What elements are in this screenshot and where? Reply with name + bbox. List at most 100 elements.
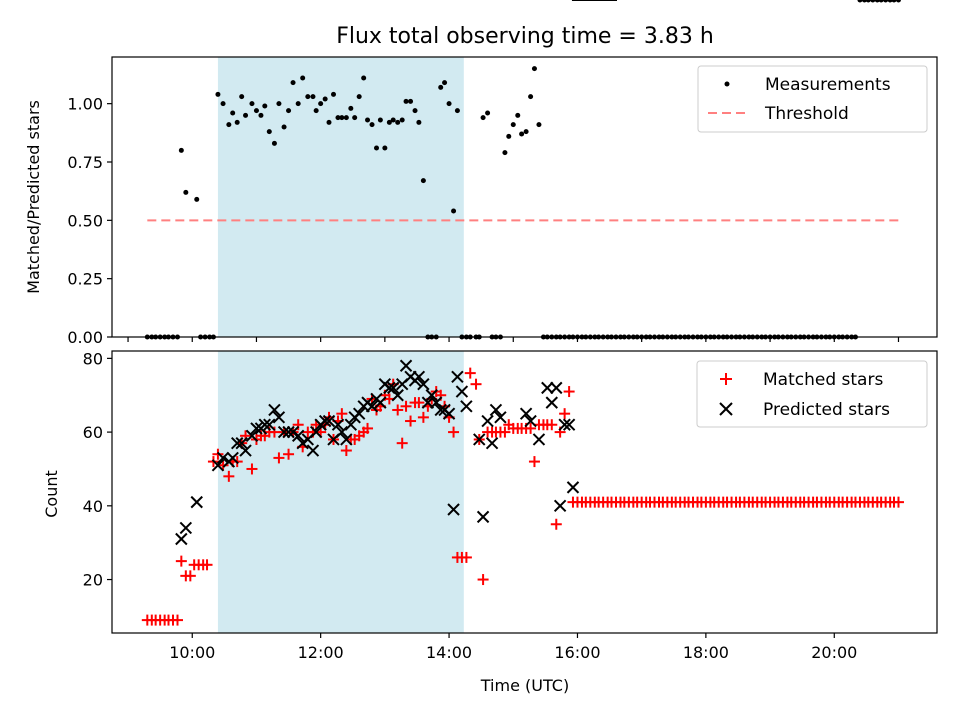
measurement-point	[870, 0, 876, 3]
matched-star-point	[413, 397, 425, 409]
predicted-star-point	[485, 436, 499, 450]
measurement-point	[403, 98, 409, 104]
top-legend-box	[697, 65, 928, 133]
predicted-star-point	[442, 407, 456, 420]
top-y-axis-label: Matched/Predicted stars	[24, 100, 43, 294]
predicted-star-point	[476, 510, 490, 524]
predicted-star-point	[489, 403, 503, 417]
y-tick-label: 0.00	[67, 328, 103, 347]
predicted-star-point	[179, 521, 193, 535]
measurement-point	[194, 196, 200, 202]
matched-star-point	[525, 422, 537, 434]
predicted-star-point	[412, 370, 426, 384]
measurement-point	[874, 0, 880, 3]
measurement-point	[536, 122, 542, 128]
measurement-point	[339, 115, 345, 121]
predicted-stars-points	[175, 0, 617, 546]
top-x-ticks	[127, 337, 900, 342]
predicted-star-point	[340, 433, 353, 446]
measurement-point	[451, 208, 457, 214]
predicted-star-point	[434, 403, 447, 417]
bottom-axes-frame	[111, 350, 938, 634]
matched-star-point	[246, 463, 258, 475]
matched-star-point	[223, 470, 235, 482]
measurement-point	[178, 147, 184, 153]
measurement-point	[262, 103, 268, 109]
legend-predicted-marker	[719, 402, 733, 416]
measurement-point	[891, 0, 897, 3]
predicted-star-point	[473, 433, 486, 446]
bottom-legend: Matched stars Predicted stars	[696, 360, 928, 428]
predicted-star-point	[447, 503, 460, 516]
legend-measurements-marker	[724, 81, 730, 87]
top-y-axis: 0.00 0.25 0.50 0.75 1.00	[67, 95, 112, 347]
legend-threshold-label: Threshold	[764, 104, 849, 124]
matched-star-point	[499, 426, 511, 438]
measurement-point	[361, 75, 367, 81]
measurement-point	[313, 108, 319, 114]
matched-star-point	[217, 459, 229, 471]
measurement-point	[857, 0, 863, 3]
measurement-point	[348, 105, 354, 111]
matched-star-point	[470, 378, 482, 390]
y-tick-label: 20	[83, 571, 103, 590]
measurement-point	[234, 119, 240, 125]
predicted-star-point	[455, 385, 469, 398]
predicted-star-point	[399, 359, 413, 372]
predicted-star-point	[374, 396, 387, 409]
measurement-point	[369, 122, 375, 128]
matched-star-point	[283, 448, 295, 460]
measurement-point	[382, 145, 388, 151]
predicted-star-point	[335, 425, 349, 439]
predicted-star-point	[272, 411, 286, 424]
predicted-star-point	[532, 433, 546, 446]
predicted-star-point	[365, 400, 379, 413]
measurement-point	[352, 115, 358, 121]
matched-star-point	[405, 415, 417, 427]
bottom-highlight-span	[217, 351, 464, 633]
predicted-star-point	[277, 425, 291, 439]
matched-star-point	[559, 408, 571, 420]
measurement-point	[330, 91, 336, 97]
x-tick-label: 14:00	[426, 643, 472, 662]
predicted-star-point	[545, 396, 558, 409]
measurement-point	[390, 117, 396, 123]
measurement-point	[343, 115, 349, 121]
predicted-star-point	[425, 389, 438, 402]
x-tick-label: 16:00	[554, 643, 600, 662]
measurement-point	[286, 108, 292, 114]
predicted-star-point	[296, 436, 309, 450]
predicted-star-point	[494, 411, 507, 424]
measurement-point	[356, 94, 362, 100]
measurement-point	[215, 91, 221, 97]
predicted-star-point	[553, 499, 567, 513]
chart-title: Flux total observing time = 3.83 h	[336, 24, 714, 49]
bottom-x-axis: 10:00 12:00 14:00 16:00 18:00 20:00	[169, 633, 857, 662]
predicted-star-point	[235, 436, 248, 450]
measurement-point	[485, 110, 491, 116]
predicted-star-point	[309, 425, 323, 439]
matched-star-point	[448, 426, 460, 438]
measurement-point	[239, 94, 245, 100]
matched-star-point	[273, 452, 285, 464]
measurement-point	[305, 94, 311, 100]
x-axis-label: Time (UTC)	[480, 676, 569, 695]
predicted-star-point	[541, 381, 554, 395]
y-tick-label: 80	[83, 349, 103, 368]
matched-star-point	[292, 419, 304, 431]
predicted-star-point	[175, 532, 188, 546]
measurement-point	[326, 119, 332, 125]
measurement-point	[374, 145, 380, 151]
predicted-star-point	[352, 407, 366, 420]
measurement-point	[318, 101, 324, 107]
measurement-point	[249, 101, 255, 107]
matched-star-point	[175, 555, 187, 567]
measurement-point	[528, 94, 534, 100]
y-tick-label: 0.25	[67, 270, 103, 289]
measurement-point	[399, 117, 405, 123]
measurement-point	[878, 0, 884, 3]
matched-star-point	[528, 456, 540, 468]
measurement-point	[865, 0, 871, 3]
matched-star-point	[396, 437, 408, 449]
